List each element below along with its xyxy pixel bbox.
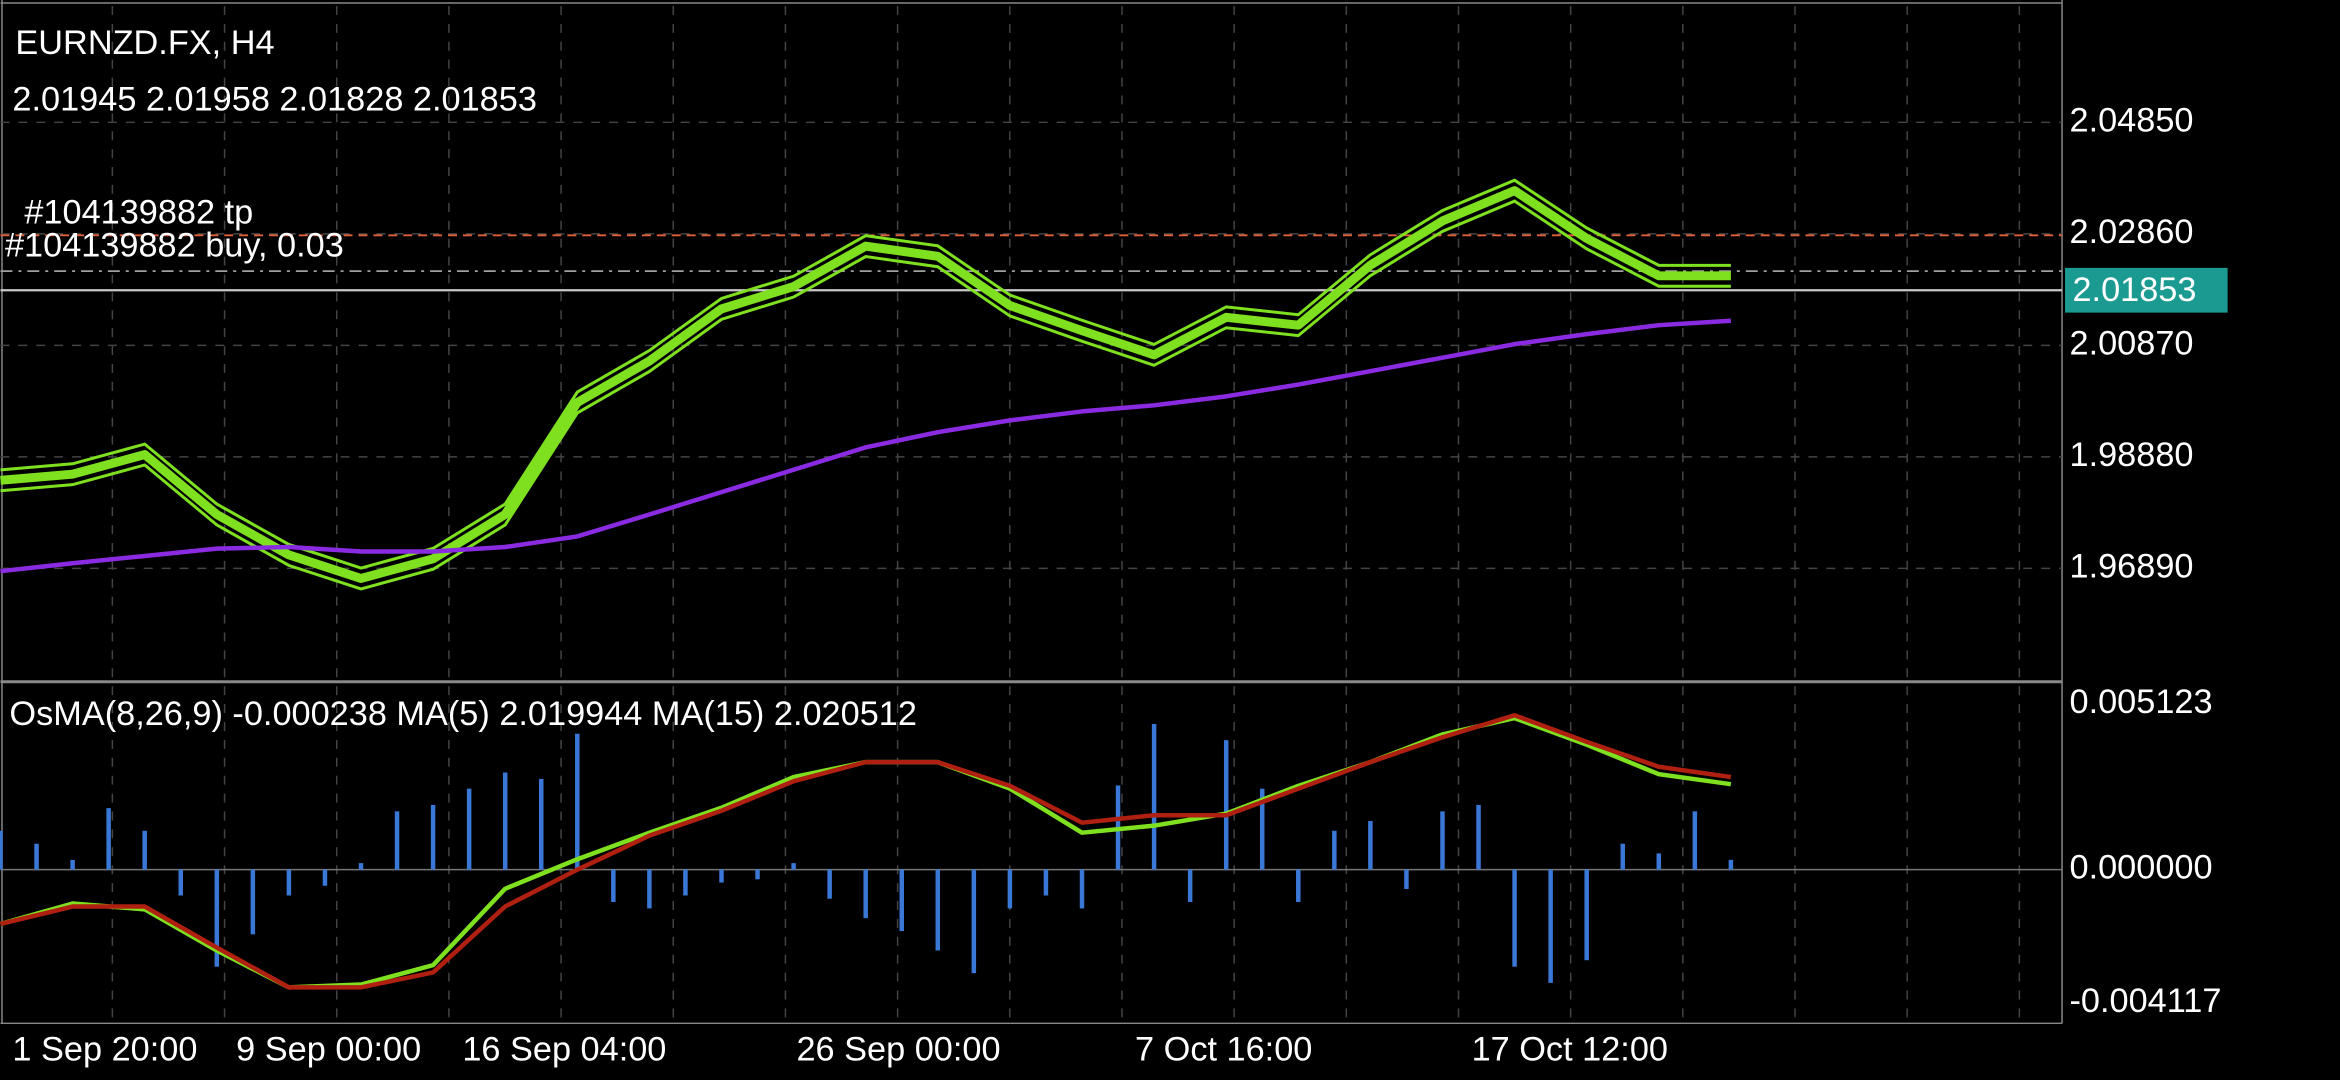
- histogram-bar: [1620, 843, 1625, 870]
- histogram-bar: [430, 804, 436, 870]
- histogram-bar: [1296, 869, 1301, 902]
- histogram-bar: [1404, 869, 1409, 890]
- histogram-bar: [1548, 869, 1553, 983]
- y-tick-label: 2.00870: [2070, 324, 2194, 362]
- histogram-bar: [322, 869, 328, 886]
- histogram-bar: [214, 869, 220, 967]
- histogram-bar: [142, 830, 147, 870]
- price-tag: [2065, 267, 2228, 313]
- histogram-bar: [286, 869, 292, 896]
- x-tick-label: 1 Sep 20:00: [12, 1031, 197, 1069]
- x-tick-label: 16 Sep 04:00: [462, 1031, 666, 1069]
- histogram-bar: [971, 869, 977, 974]
- histogram-bar: [1332, 830, 1337, 870]
- x-tick-label: 7 Oct 16:00: [1135, 1031, 1312, 1069]
- histogram-bar: [178, 869, 183, 896]
- histogram-bar: [466, 788, 472, 870]
- histogram-bar: [899, 869, 904, 932]
- histogram-bar: [1728, 859, 1734, 870]
- histogram-bar: [106, 808, 111, 870]
- y-tick-label: 0.005123: [2070, 683, 2213, 721]
- x-tick-label: 26 Sep 00:00: [796, 1031, 1000, 1069]
- ma-band-line: [0, 178, 1731, 570]
- histogram-bar: [827, 869, 832, 899]
- ohlc: 2.01945 2.01958 2.01828 2.01853: [12, 80, 537, 118]
- histogram-bar: [1440, 811, 1445, 870]
- x-tick-label: 9 Sep 00:00: [236, 1031, 421, 1069]
- histogram-bar: [791, 863, 796, 870]
- histogram-bar: [1656, 853, 1662, 870]
- price-tag-label: 2.01853: [2072, 271, 2196, 309]
- y-tick-label: 2.02860: [2070, 213, 2194, 251]
- histogram-bar: [1079, 869, 1085, 909]
- y-tick-label: -0.004117: [2070, 982, 2222, 1020]
- y-tick-label: 0.000000: [2070, 849, 2213, 887]
- histogram-bar: [683, 869, 688, 896]
- histogram-bar: [1223, 740, 1229, 870]
- histogram-bar: [502, 772, 508, 870]
- histogram-bar: [1151, 723, 1157, 870]
- series-line: [0, 186, 1731, 583]
- ma-band-line: [0, 199, 1731, 591]
- series-line: [0, 318, 1732, 574]
- histogram-bar: [1007, 869, 1013, 909]
- series-line: [0, 713, 1732, 990]
- histogram-bar: [575, 733, 580, 870]
- histogram-bar: [394, 811, 400, 870]
- histogram-bar: [935, 869, 941, 951]
- histogram-bar: [1692, 811, 1698, 870]
- histogram-bar: [863, 869, 868, 919]
- order-label: #104139882 tp: [24, 194, 253, 232]
- histogram-bar: [358, 863, 364, 870]
- symbol-title: EURNZD.FX, H4: [15, 24, 274, 62]
- histogram-bar: [0, 830, 3, 870]
- histogram-bar: [755, 869, 760, 880]
- histogram-bar: [1584, 869, 1589, 961]
- histogram-bar: [539, 778, 544, 870]
- histogram-bar: [611, 869, 616, 902]
- y-tick-label: 1.98880: [2070, 436, 2194, 474]
- histogram-bar: [1260, 788, 1265, 870]
- histogram-bar: [647, 869, 652, 909]
- histogram-bar: [34, 843, 39, 870]
- histogram-bar: [1043, 869, 1049, 896]
- x-tick-label: 17 Oct 12:00: [1472, 1031, 1668, 1069]
- order-label: #104139882 buy, 0.03: [5, 226, 344, 264]
- histogram-bar: [719, 869, 724, 883]
- histogram-bar: [1187, 869, 1193, 902]
- histogram-bar: [1368, 821, 1373, 870]
- y-tick-label: 1.96890: [2070, 547, 2194, 585]
- vertical-grid: [111, 5, 2021, 1021]
- y-tick-label: 2.04850: [2070, 101, 2194, 139]
- histogram-bar: [70, 859, 75, 870]
- histogram-bar: [1512, 869, 1517, 967]
- histogram-bar: [1476, 804, 1481, 870]
- histogram-bar: [250, 869, 256, 935]
- indicator-title: OsMA(8,26,9) -0.000238 MA(5) 2.019944 MA…: [9, 695, 916, 733]
